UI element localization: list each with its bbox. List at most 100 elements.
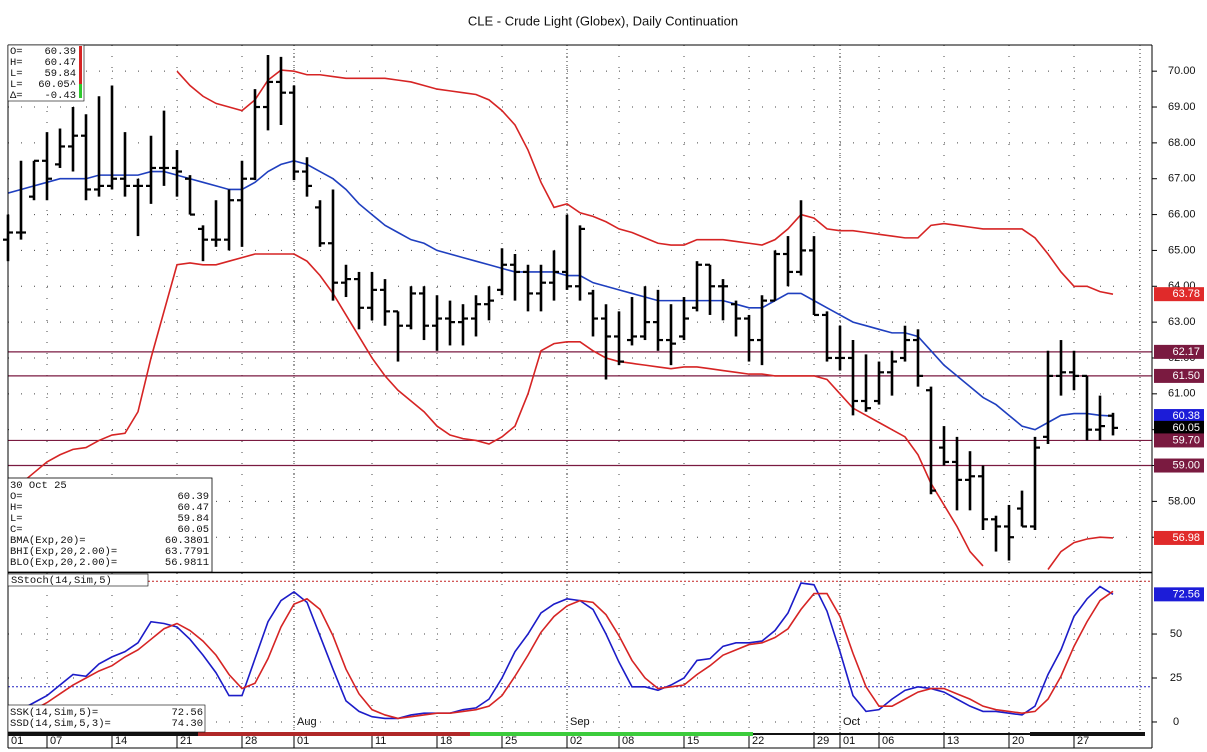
- data-box-value: 60.05: [177, 524, 209, 536]
- value-box-label: 72.56: [1172, 588, 1200, 600]
- grid: 57.0058.0059.0060.0061.0062.0063.0064.00…: [7, 45, 1196, 748]
- overlay-line: [8, 253, 984, 567]
- value-box: [1154, 433, 1204, 448]
- y-tick-label: 61.00: [1168, 388, 1196, 400]
- stoch-readout-value: 72.56: [171, 707, 203, 719]
- quote-value: 60.39: [44, 46, 76, 58]
- quote-label: Δ=: [10, 90, 23, 102]
- value-box: [1154, 409, 1204, 424]
- y-tick-label: 65.00: [1168, 244, 1196, 256]
- y-tick-label: 66.00: [1168, 208, 1196, 220]
- overlay-line: [1047, 536, 1114, 570]
- value-box: [1154, 287, 1204, 302]
- quote-value: 60.47: [44, 57, 76, 69]
- quote-label: O=: [10, 46, 23, 58]
- x-tick-label: 06: [882, 735, 894, 747]
- data-box-label: BLO(Exp,20,2.00)=: [10, 557, 117, 569]
- month-label: Oct: [843, 716, 860, 728]
- value-box-label: 60.05: [1172, 422, 1200, 434]
- value-box-label: 61.50: [1172, 370, 1200, 382]
- y-tick-label: 68.00: [1168, 137, 1196, 149]
- bars: [3, 55, 1118, 561]
- overlay-line: [8, 159, 1114, 431]
- quote-label: L=: [10, 79, 23, 91]
- x-tick-label: 01: [843, 735, 855, 747]
- quote-label: L=: [10, 68, 23, 80]
- x-tick-label: 28: [245, 735, 257, 747]
- y-tick-label: 63.00: [1168, 316, 1196, 328]
- month-label: Aug: [297, 716, 317, 728]
- data-box-label: H=: [10, 502, 23, 514]
- stoch-title: SStoch(14,Sim,5): [11, 575, 112, 587]
- data-box-value: 60.47: [177, 502, 209, 514]
- x-tick-label: 27: [1077, 735, 1089, 747]
- stoch-panel: [8, 582, 1114, 720]
- data-box-label: BHI(Exp,20,2.00)=: [10, 546, 117, 558]
- x-tick-label: 07: [50, 735, 62, 747]
- data-box-value: 60.39: [177, 491, 209, 503]
- value-box: [1154, 344, 1204, 359]
- value-box-label: 59.00: [1172, 459, 1200, 471]
- y-tick-label: 70.00: [1168, 65, 1196, 77]
- strip: [470, 732, 753, 736]
- stoch-readout-box: [7, 704, 206, 733]
- strip: [8, 732, 198, 736]
- y-tick-label: 67.00: [1168, 173, 1196, 185]
- x-tick-label: 13: [947, 735, 959, 747]
- x-tick-label: 14: [115, 735, 127, 747]
- stoch-readout-label: SSK(14,Sim,5)=: [10, 707, 98, 719]
- x-tick-label: 20: [1012, 735, 1024, 747]
- x-tick-label: 22: [752, 735, 764, 747]
- quote-value: 59.84: [44, 68, 76, 80]
- data-box-value: 59.84: [177, 513, 209, 525]
- y-tick-label: 25: [1170, 672, 1182, 684]
- value-box: [1154, 587, 1204, 602]
- price-panel: [8, 69, 1114, 570]
- strip: [1030, 732, 1145, 736]
- stoch-title-box: [7, 573, 149, 587]
- stoch-line: [8, 590, 1114, 720]
- strip: [198, 732, 470, 736]
- quote-label: H=: [10, 57, 23, 69]
- quote-indicator: [79, 84, 82, 98]
- value-box-label: 59.70: [1172, 434, 1200, 446]
- x-tick-label: 01: [11, 735, 23, 747]
- x-tick-label: 18: [440, 735, 452, 747]
- value-box: [1154, 530, 1204, 545]
- data-box-value: 56.9811: [165, 557, 209, 569]
- labels: 63.7862.1761.5060.3860.0559.7059.0056.98…: [10, 46, 1204, 730]
- y-tick-label: 58.00: [1168, 495, 1196, 507]
- x-tick-label: 01: [297, 735, 309, 747]
- x-tick-label: 29: [817, 735, 829, 747]
- stoch-readout-value: 74.30: [171, 718, 203, 730]
- data-box-label: O=: [10, 491, 23, 503]
- stoch-line: [8, 582, 1114, 720]
- data-box-label: C=: [10, 524, 23, 536]
- quote-value: -0.43: [44, 90, 76, 102]
- strip: [753, 733, 1030, 735]
- stoch-readout-label: SSD(14,Sim,5,3)=: [10, 718, 111, 730]
- quote-value: 60.05^: [38, 79, 76, 91]
- data-box-label: L=: [10, 513, 23, 525]
- quote-indicator: [79, 46, 82, 84]
- x-tick-label: 25: [505, 735, 517, 747]
- value-box-label: 63.78: [1172, 288, 1200, 300]
- value-box-label: 62.17: [1172, 346, 1200, 358]
- quote-box: [7, 44, 85, 102]
- overlay-line: [176, 69, 1114, 295]
- data-box-value: 63.7791: [165, 546, 209, 558]
- value-box: [1154, 368, 1204, 383]
- value-box-label: 60.38: [1172, 410, 1200, 422]
- data-box-label: BMA(Exp,20)=: [10, 535, 86, 547]
- value-box-label: 56.98: [1172, 532, 1200, 544]
- x-tick-label: 15: [687, 735, 699, 747]
- data-box-value: 60.3801: [165, 535, 209, 547]
- x-tick-label: 08: [622, 735, 634, 747]
- data-box: [7, 477, 213, 573]
- x-tick-label: 02: [570, 735, 582, 747]
- month-label: Sep: [570, 716, 590, 728]
- y-tick-label: 69.00: [1168, 101, 1196, 113]
- x-tick-label: 21: [180, 735, 192, 747]
